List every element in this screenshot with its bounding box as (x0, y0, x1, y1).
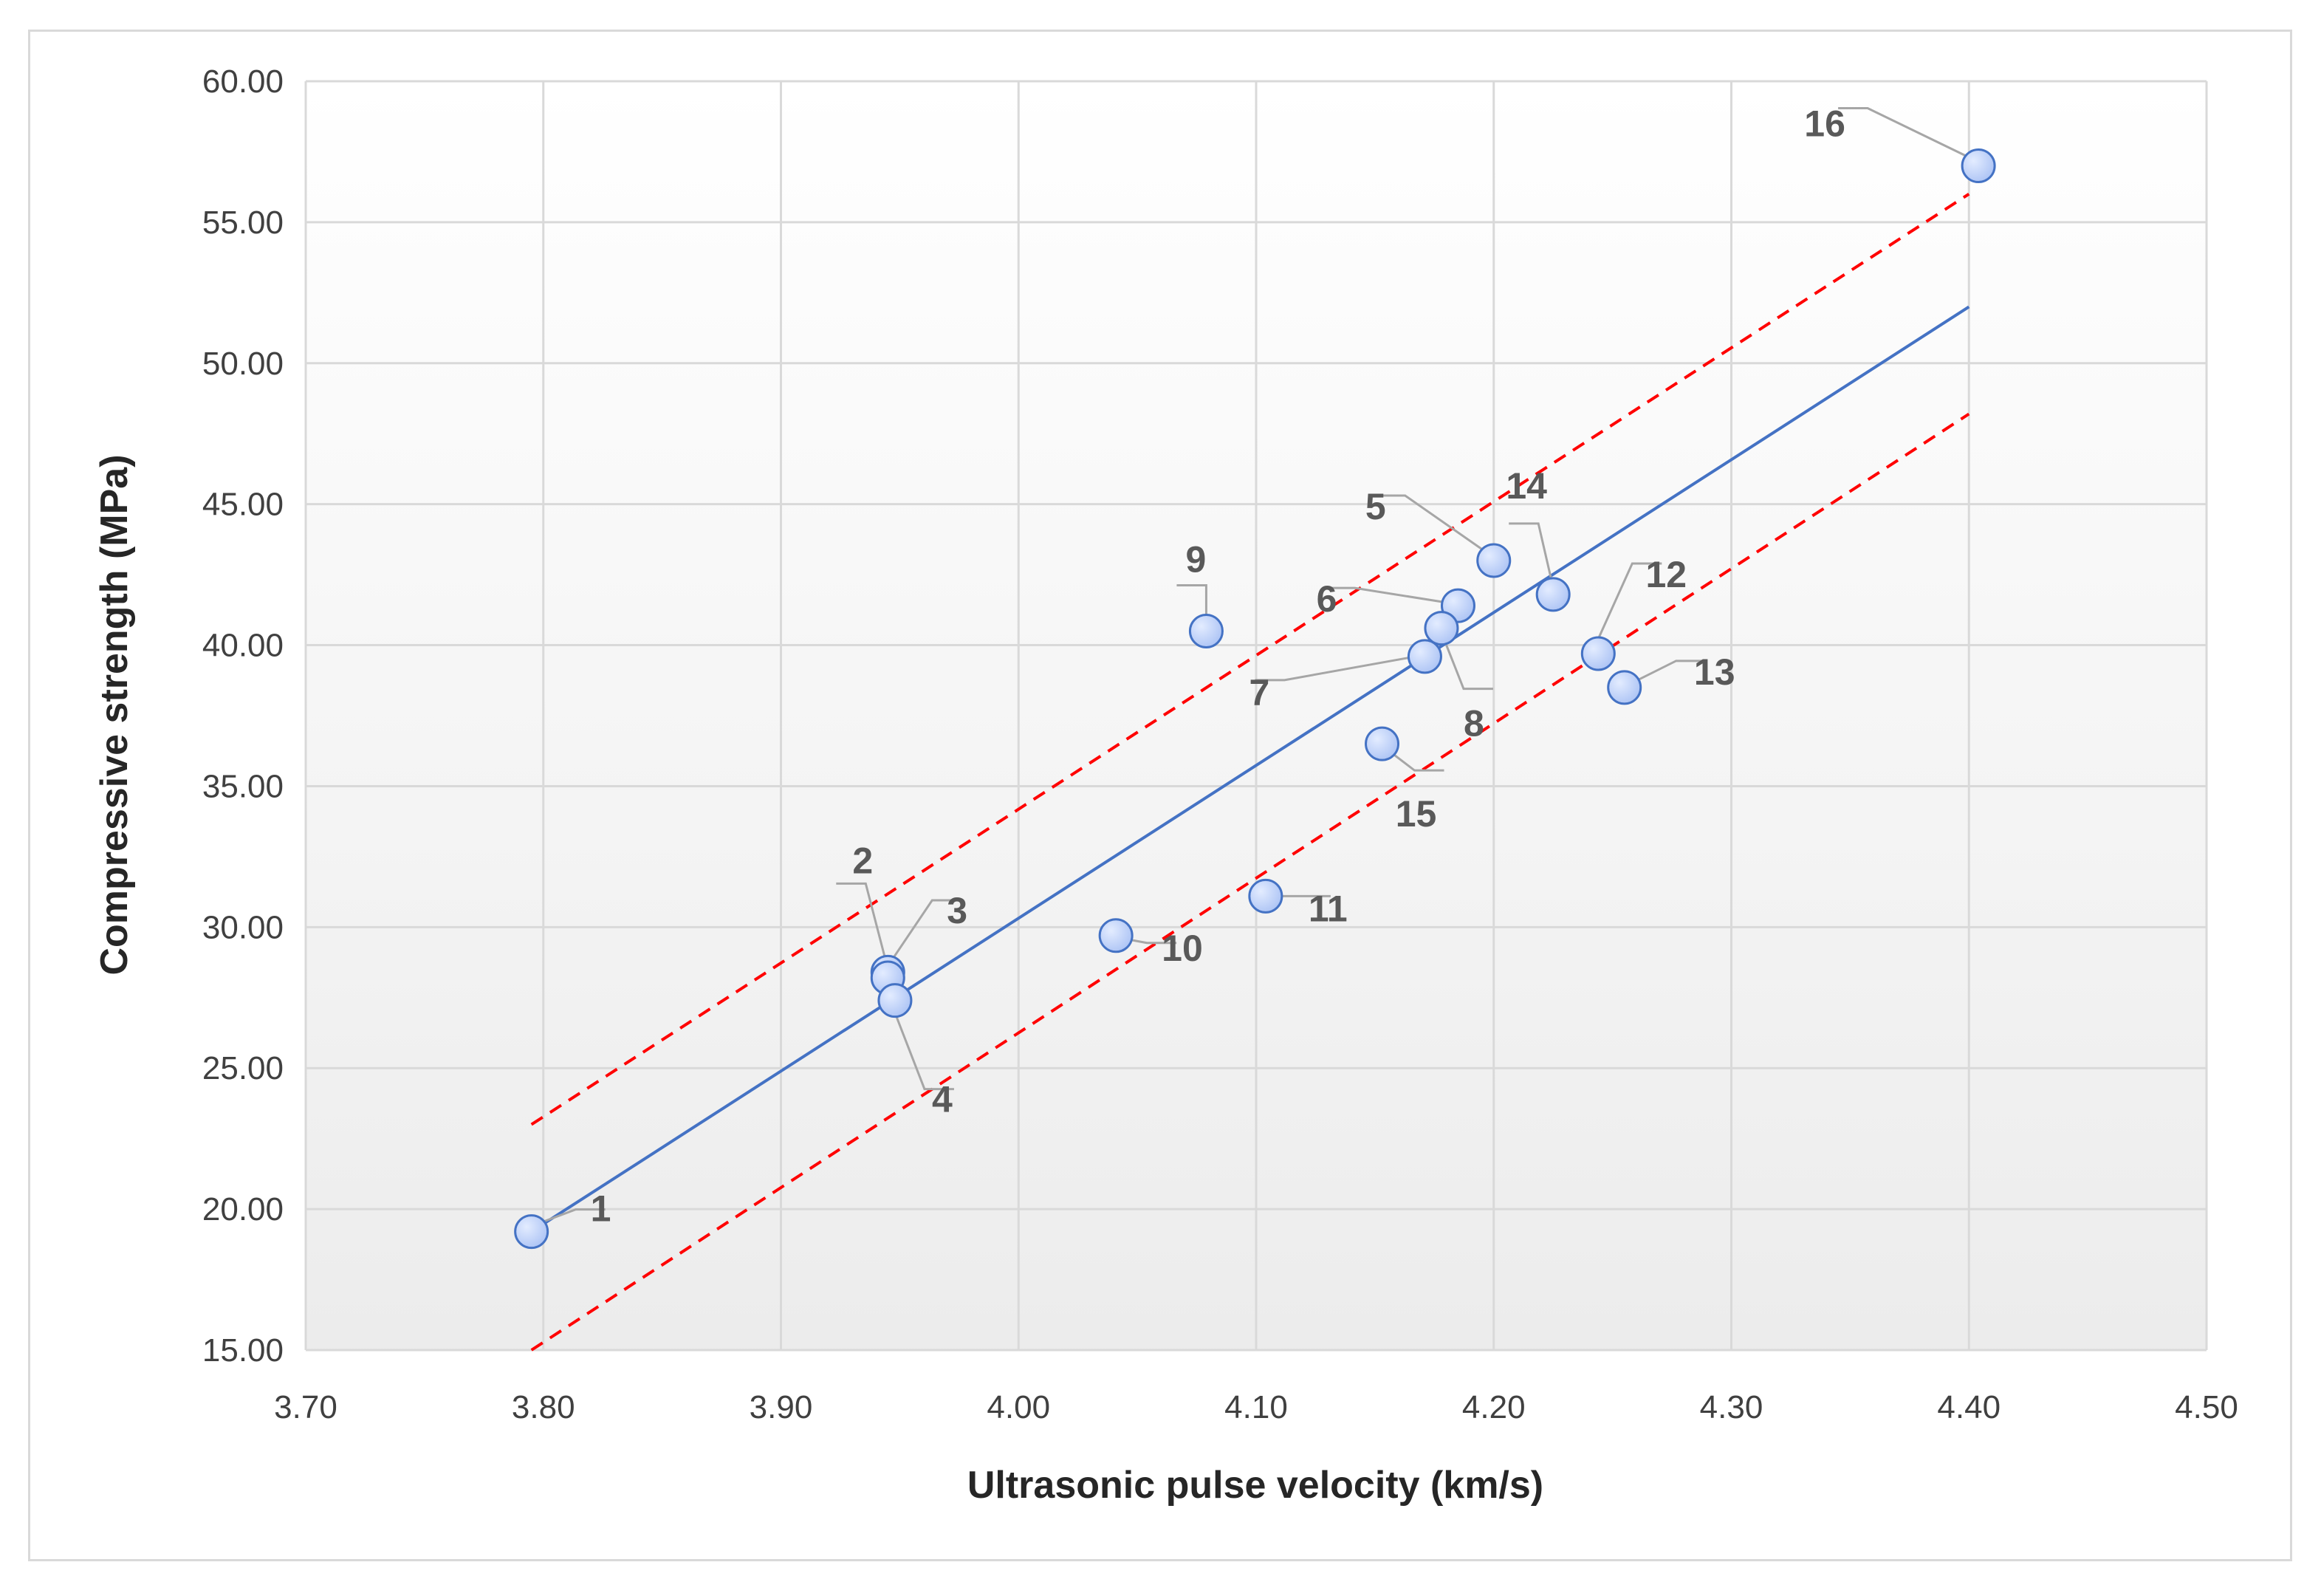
y-tick-label: 20.00 (202, 1191, 284, 1227)
data-point-15 (1365, 726, 1400, 761)
y-tick-label: 60.00 (202, 64, 284, 100)
y-tick-label: 50.00 (202, 346, 284, 382)
leader-line (1388, 750, 1444, 772)
leader-line (1509, 522, 1553, 582)
leader-line (895, 1016, 954, 1091)
y-tick-label: 30.00 (202, 909, 284, 945)
point-label-2: 2 (852, 840, 873, 881)
leader-line (1375, 494, 1484, 552)
x-tick-label: 4.50 (2175, 1389, 2238, 1425)
point-label-12: 12 (1646, 554, 1687, 595)
leader-line (1838, 107, 1966, 157)
data-point-10 (1098, 918, 1134, 953)
x-tick-label: 4.20 (1462, 1389, 1526, 1425)
point-label-5: 5 (1365, 486, 1386, 527)
y-axis-ticks: 15.00 20.00 25.00 30.00 35.00 40.00 45.00 50.00… (202, 64, 284, 1369)
leader-line (1325, 586, 1448, 604)
leader-line (1443, 640, 1493, 691)
data-point-5 (1476, 543, 1512, 578)
y-tick-label: 35.00 (202, 768, 284, 804)
point-label-7: 7 (1249, 672, 1270, 713)
y-tick-label: 40.00 (202, 628, 284, 664)
point-label-3: 3 (947, 890, 967, 931)
leader-line (836, 882, 886, 958)
data-point-16 (1961, 148, 1996, 184)
x-tick-label: 3.70 (274, 1389, 337, 1425)
x-tick-label: 3.90 (750, 1389, 813, 1425)
point-label-11: 11 (1309, 888, 1348, 929)
y-tick-label: 15.00 (202, 1332, 284, 1369)
y-axis-title: Compressive strength (MPa) (93, 454, 136, 975)
point-label-16: 16 (1804, 103, 1845, 145)
data-point-1 (514, 1214, 549, 1250)
data-point-12 (1580, 636, 1616, 671)
prediction-band-line (530, 193, 1970, 1126)
trend-lines (530, 193, 1970, 1352)
regression-line (530, 305, 1970, 1233)
x-tick-label: 4.10 (1224, 1389, 1288, 1425)
leader-line (1255, 655, 1416, 682)
point-label-4: 4 (932, 1079, 953, 1120)
data-point-7 (1407, 639, 1442, 674)
data-point-9 (1188, 613, 1224, 648)
point-label-8: 8 (1464, 703, 1484, 744)
leader-line (1597, 562, 1662, 640)
y-tick-label: 25.00 (202, 1050, 284, 1086)
data-points (514, 148, 1996, 1250)
leader-line (890, 899, 962, 962)
x-tick-label: 4.40 (1937, 1389, 2001, 1425)
data-point-11 (1248, 878, 1283, 914)
label-leaders (540, 107, 1966, 1225)
leader-line (1634, 660, 1706, 683)
gridlines (304, 80, 2208, 1352)
leader-line (540, 1208, 606, 1225)
leader-line (1176, 583, 1207, 618)
prediction-band-line (530, 412, 1970, 1352)
x-tick-label: 4.30 (1700, 1389, 1763, 1425)
point-label-10: 10 (1162, 928, 1203, 969)
x-axis-ticks: 3.70 3.80 3.90 4.00 4.10 4.20 4.30 4.40 4.50 (274, 1389, 2238, 1425)
point-label-9: 9 (1186, 538, 1207, 580)
data-point-13 (1607, 670, 1642, 705)
y-tick-label: 55.00 (202, 205, 284, 241)
point-label-14: 14 (1506, 465, 1547, 507)
x-axis-title: Ultrasonic pulse velocity (km/s) (967, 1464, 1543, 1507)
data-point-4 (877, 983, 913, 1018)
point-label-15: 15 (1396, 793, 1437, 835)
x-tick-label: 3.80 (512, 1389, 575, 1425)
y-tick-label: 45.00 (202, 487, 284, 523)
point-label-6: 6 (1317, 578, 1337, 620)
x-tick-label: 4.00 (987, 1389, 1050, 1425)
data-point-14 (1535, 577, 1571, 612)
point-label-1: 1 (591, 1188, 611, 1230)
point-label-13: 13 (1694, 651, 1735, 693)
data-point-8 (1424, 611, 1459, 646)
